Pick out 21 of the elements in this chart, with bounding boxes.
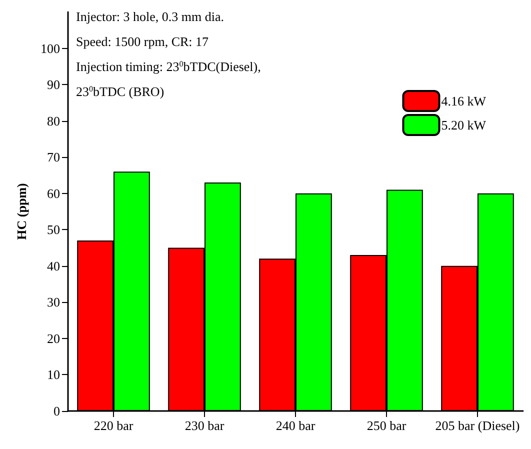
y-tick-label: 0 bbox=[54, 404, 60, 418]
y-tick-label: 100 bbox=[40, 40, 60, 56]
x-tick-label: 240 bar bbox=[276, 418, 316, 433]
y-tick-label: 40 bbox=[47, 258, 60, 274]
y-tick-label: 30 bbox=[47, 294, 60, 310]
legend-label: 5.20 kW bbox=[441, 118, 487, 132]
x-tick-label: 220 bar bbox=[94, 418, 134, 433]
annotation: Injector: 3 hole, 0.3 mm dia. bbox=[76, 9, 224, 24]
x-tick-label: 230 bar bbox=[184, 418, 225, 433]
y-tick-label: 10 bbox=[47, 367, 60, 382]
x-tick-label: 250 bar bbox=[366, 418, 407, 433]
y-axis-title: HC (ppm) bbox=[14, 183, 29, 240]
y-tick-label: 50 bbox=[47, 222, 60, 238]
y-tick-label: 60 bbox=[47, 186, 60, 201]
y-tick-label: 20 bbox=[47, 330, 60, 346]
annotation: Speed: 1500 rpm, CR: 17 bbox=[76, 34, 210, 49]
legend-label: 4.16 kW bbox=[441, 94, 487, 108]
y-tick-label: 90 bbox=[47, 77, 60, 92]
y-tick-label: 70 bbox=[47, 150, 60, 165]
y-tick-label: 80 bbox=[47, 113, 60, 128]
x-tick-label: 205 bar (Diesel) bbox=[435, 418, 520, 433]
